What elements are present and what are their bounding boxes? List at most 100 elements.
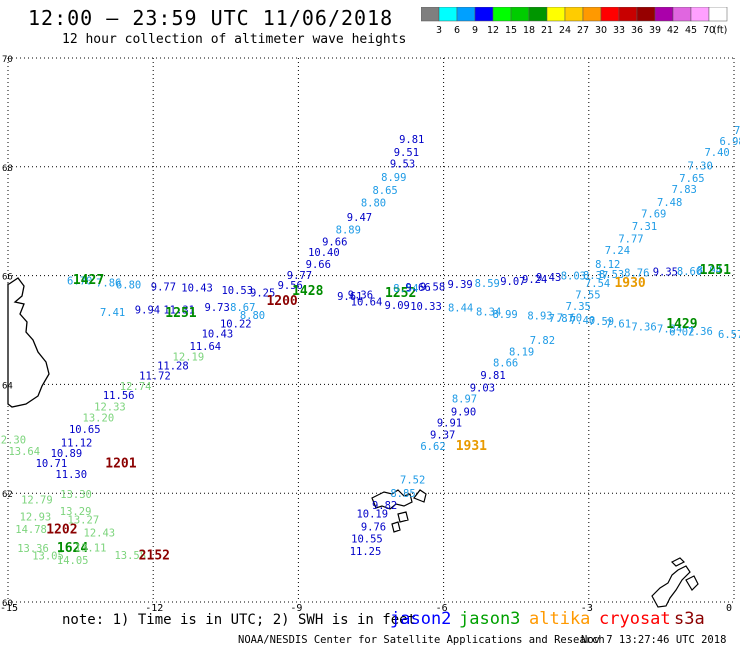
pass-time-label: 1202	[46, 522, 77, 537]
swh-value: 8.66	[493, 357, 518, 369]
wave-height-labels: 9.819.519.538.998.658.809.478.899.6610.4…	[0, 125, 740, 567]
swh-value: 7.34	[657, 324, 682, 336]
swh-value: 7.41	[100, 307, 125, 319]
swh-value: 6.80	[116, 280, 141, 292]
swh-value: 13.29	[60, 506, 92, 518]
pass-time-label: 1624	[57, 541, 88, 556]
longitude-label: -9	[290, 603, 302, 614]
swh-value: 9.82	[372, 500, 397, 512]
swh-value: 7.77	[618, 233, 643, 245]
swh-value: 10.40	[308, 247, 340, 259]
swh-value: 9.66	[405, 282, 430, 294]
swh-value: 10.55	[351, 534, 383, 546]
swh-value: 8.99	[381, 172, 406, 184]
swh-value: 7.52	[400, 474, 425, 486]
swh-value: 12.19	[173, 351, 205, 363]
scale-tick-label: 9	[472, 25, 478, 36]
swh-value: 11.25	[350, 546, 382, 558]
swh-value: 7.59	[589, 316, 614, 328]
swh-value: 7.31	[632, 221, 657, 233]
swh-value: 7.55	[575, 289, 600, 301]
swh-value: 11.30	[55, 469, 87, 481]
swh-value: 9.51	[394, 147, 419, 159]
swh-value: 8.54	[393, 283, 418, 295]
swh-value: 9.03	[470, 382, 495, 394]
swh-value: 11.72	[139, 371, 171, 383]
swh-value: 11.56	[103, 390, 135, 402]
swh-value: 8.12	[595, 259, 620, 271]
swh-value: 8.89	[336, 225, 361, 237]
swh-value: 8.59	[475, 278, 500, 290]
generated-timestamp: Nov 7 13:27:46 UTC 2018	[581, 634, 727, 646]
scale-unit: (ft)	[713, 25, 727, 36]
swh-value: 9.53	[390, 158, 415, 170]
swh-value: 7.30	[688, 161, 713, 173]
swh-value: 8.94	[697, 265, 722, 277]
swh-value: 13.05	[32, 551, 64, 563]
pass-time-label: 2152	[139, 549, 170, 564]
swh-value: 9.90	[451, 406, 476, 418]
legend-s3a: s3a	[674, 609, 705, 629]
swh-value: 8.76	[624, 268, 649, 280]
pass-time-label: 1931	[456, 439, 487, 454]
scale-tick-label: 18	[523, 25, 535, 36]
swh-value: 8.80	[361, 198, 386, 210]
latitude-label: 62	[2, 490, 13, 500]
pass-time-label: 1252	[385, 286, 416, 301]
swh-value: 6.02	[669, 326, 694, 338]
swh-value: 6.98	[719, 136, 740, 148]
swh-value: 9.58	[420, 281, 445, 293]
swh-value: 8.37	[583, 270, 608, 282]
swh-value: 10.71	[36, 458, 68, 470]
swh-value: 8.65	[372, 185, 397, 197]
swh-value: 7.36	[688, 326, 713, 338]
swh-value: 14.05	[57, 555, 89, 567]
swh-value: 6.57	[718, 329, 740, 341]
swh-value: 9.36	[348, 289, 373, 301]
swh-value: 6.62	[420, 441, 445, 453]
swh-value: 10.43	[202, 329, 234, 341]
swh-value: 11.64	[190, 341, 222, 353]
swh-value: 7.35	[566, 301, 591, 313]
pass-time-label: 1429	[666, 317, 697, 332]
swh-value: 10.64	[351, 297, 383, 309]
swh-value: 7.61	[606, 318, 631, 330]
swh-value: 9.07	[500, 276, 525, 288]
swh-value: 7.0	[734, 125, 740, 137]
swh-value: 12.43	[84, 528, 116, 540]
legend-jason3: jason3	[459, 609, 521, 629]
swh-value: 7.24	[605, 245, 630, 257]
swh-value: 9.25	[250, 287, 275, 299]
swh-value: 7.60	[557, 312, 582, 324]
legend-jason2: jason2	[390, 609, 452, 629]
swh-value: 7.48	[657, 197, 682, 209]
swh-value: 9.66	[306, 259, 331, 271]
units-note: note: 1) Time is in UTC; 2) SWH is in fe…	[62, 612, 417, 628]
swh-value: 12.33	[94, 402, 126, 414]
swh-value: 8.19	[509, 347, 534, 359]
credit-line: NOAA/NESDIS Center for Satellite Applica…	[238, 634, 605, 646]
swh-value: 14.78	[15, 524, 47, 536]
pass-time-label: 1201	[105, 457, 136, 472]
swh-value: 10.43	[181, 282, 213, 294]
swh-value: 8.44	[448, 303, 473, 315]
swh-value: 7.86	[96, 277, 121, 289]
swh-value: 10.53	[221, 285, 253, 297]
page-subtitle: 12 hour collection of altimeter wave hei…	[62, 32, 407, 47]
scale-tick-label: 3	[436, 25, 442, 36]
scale-tick-label: 30	[595, 25, 607, 36]
pass-time-label: 1427	[73, 273, 104, 288]
scale-tick-label: 33	[613, 25, 625, 36]
swh-value: 13.20	[83, 412, 115, 424]
swh-value: 10.89	[51, 448, 83, 460]
swh-value: 9.47	[347, 212, 372, 224]
swh-value: 8.85	[390, 488, 415, 500]
scale-tick-label: 45	[685, 25, 697, 36]
swh-value: 8.03	[561, 270, 586, 282]
swh-value: 13.30	[60, 489, 92, 501]
swh-value: 8.67	[230, 302, 255, 314]
swh-value: 9.81	[480, 370, 505, 382]
swh-value: 9.73	[205, 302, 230, 314]
swh-value: 13.11	[75, 542, 107, 554]
swh-value: 9.39	[447, 279, 472, 291]
